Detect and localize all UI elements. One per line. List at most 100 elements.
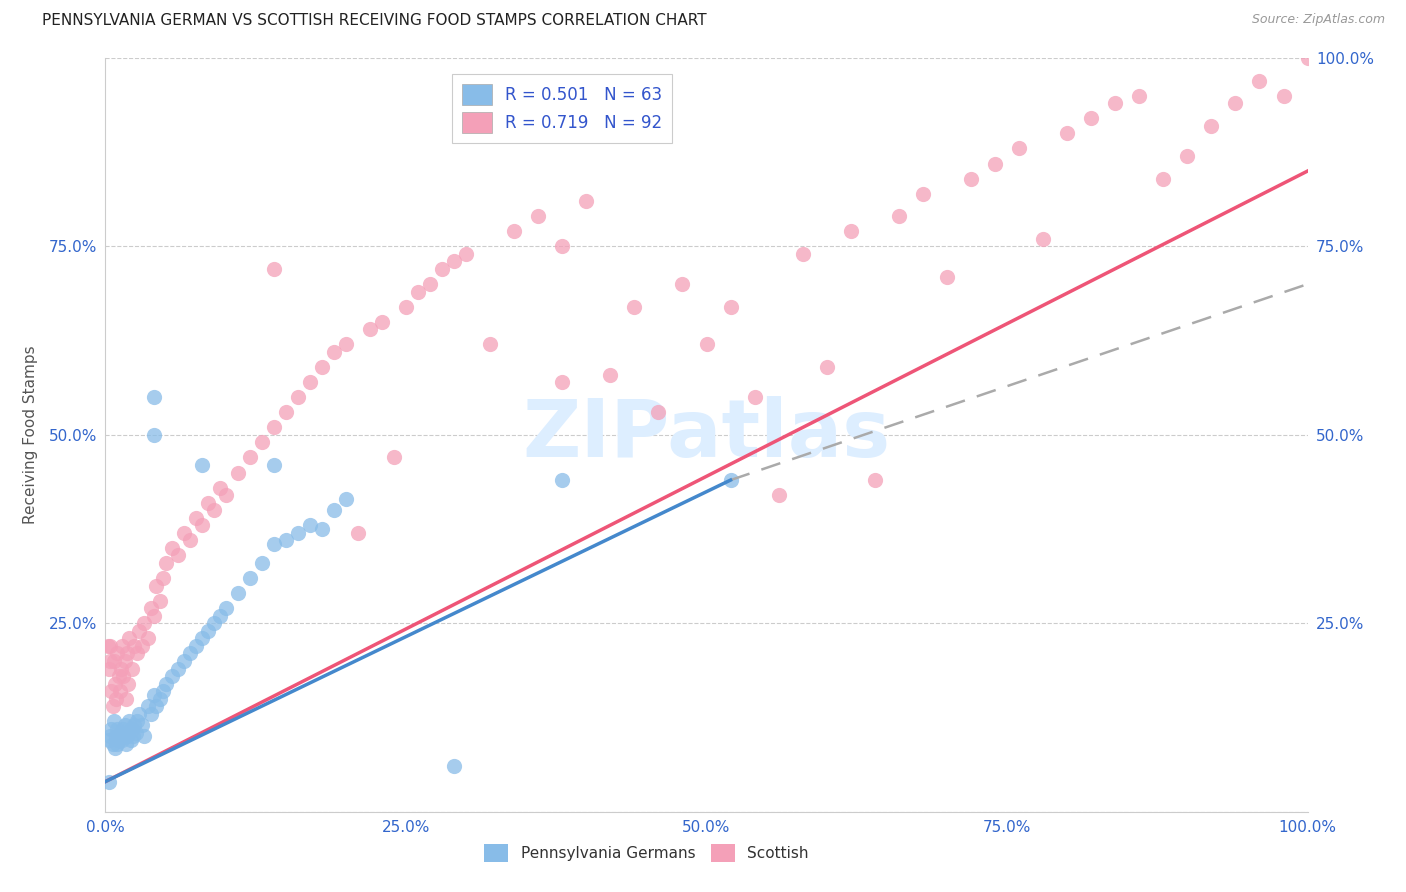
Point <box>111 639 134 653</box>
Point <box>419 277 441 292</box>
Point <box>108 730 131 744</box>
Point <box>108 684 131 698</box>
Point <box>110 725 132 739</box>
Point <box>197 496 219 510</box>
Point <box>696 337 718 351</box>
Point <box>1272 88 1295 103</box>
Point <box>98 730 121 744</box>
Point <box>599 368 621 382</box>
Point <box>124 639 146 653</box>
Point <box>1080 112 1102 126</box>
Point <box>166 661 188 675</box>
Point <box>960 171 983 186</box>
Point <box>335 337 357 351</box>
Point <box>551 375 574 389</box>
Point <box>125 714 148 729</box>
Point <box>139 601 162 615</box>
Point <box>347 525 370 540</box>
Point <box>173 525 195 540</box>
Point <box>142 428 165 442</box>
Point <box>98 774 121 789</box>
Legend: Pennsylvania Germans, Scottish: Pennsylvania Germans, Scottish <box>478 838 815 868</box>
Point <box>152 684 174 698</box>
Y-axis label: Receiving Food Stamps: Receiving Food Stamps <box>22 345 38 524</box>
Point <box>575 194 598 209</box>
Point <box>226 586 249 600</box>
Point <box>1249 73 1271 87</box>
Point <box>274 405 297 419</box>
Point <box>250 435 273 450</box>
Point <box>311 522 333 536</box>
Point <box>104 676 127 690</box>
Point <box>1104 96 1126 111</box>
Point <box>1128 88 1150 103</box>
Point <box>136 699 159 714</box>
Point <box>132 616 155 631</box>
Point <box>115 737 138 751</box>
Point <box>208 608 231 623</box>
Point <box>1032 232 1054 246</box>
Point <box>160 541 183 555</box>
Point <box>454 247 477 261</box>
Point <box>107 733 129 747</box>
Point <box>623 300 645 314</box>
Point <box>115 647 138 661</box>
Point <box>118 632 141 646</box>
Point <box>107 722 129 736</box>
Point <box>107 669 129 683</box>
Point <box>120 733 142 747</box>
Point <box>197 624 219 638</box>
Point <box>214 601 236 615</box>
Point <box>298 518 321 533</box>
Point <box>110 661 132 675</box>
Point <box>984 156 1007 170</box>
Point <box>190 518 212 533</box>
Point <box>166 549 188 563</box>
Point <box>173 654 195 668</box>
Point <box>124 725 146 739</box>
Point <box>298 375 321 389</box>
Point <box>1056 127 1078 141</box>
Point <box>117 676 139 690</box>
Point <box>720 473 742 487</box>
Point <box>190 458 212 472</box>
Point <box>202 503 225 517</box>
Point <box>98 733 121 747</box>
Text: ZIPatlas: ZIPatlas <box>523 396 890 474</box>
Point <box>112 669 135 683</box>
Point <box>184 510 207 524</box>
Point <box>115 691 138 706</box>
Point <box>430 262 453 277</box>
Point <box>142 390 165 404</box>
Point <box>142 608 165 623</box>
Point <box>114 718 136 732</box>
Point <box>132 730 155 744</box>
Point <box>263 420 285 434</box>
Point <box>101 737 124 751</box>
Point <box>114 654 136 668</box>
Point <box>250 556 273 570</box>
Point <box>98 661 121 675</box>
Point <box>551 473 574 487</box>
Point <box>155 676 177 690</box>
Point <box>395 300 418 314</box>
Point <box>155 556 177 570</box>
Point <box>406 285 429 299</box>
Point <box>1201 119 1223 133</box>
Point <box>371 315 394 329</box>
Point <box>443 254 465 268</box>
Point <box>443 759 465 773</box>
Point <box>101 699 124 714</box>
Point <box>936 269 959 284</box>
Point <box>190 632 212 646</box>
Point <box>115 730 138 744</box>
Point <box>103 714 125 729</box>
Text: PENNSYLVANIA GERMAN VS SCOTTISH RECEIVING FOOD STAMPS CORRELATION CHART: PENNSYLVANIA GERMAN VS SCOTTISH RECEIVIN… <box>42 13 707 29</box>
Point <box>160 669 183 683</box>
Point <box>118 714 141 729</box>
Point <box>105 730 128 744</box>
Point <box>287 525 309 540</box>
Point <box>97 639 120 653</box>
Point <box>100 684 122 698</box>
Point <box>863 473 886 487</box>
